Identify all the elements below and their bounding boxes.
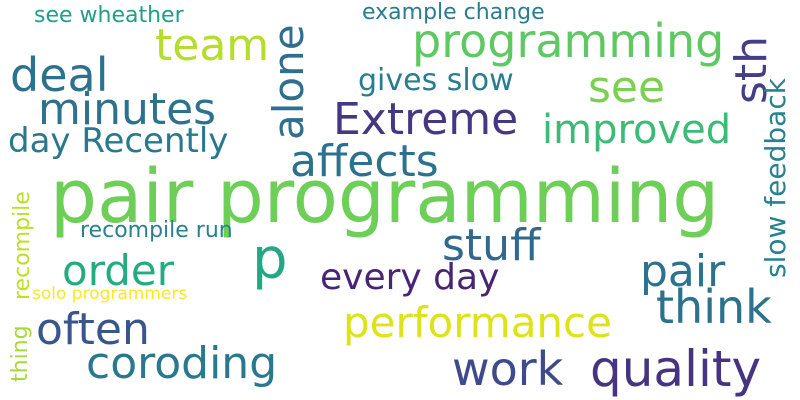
word-alone: alone <box>264 24 313 140</box>
word-programming: programming <box>412 14 725 68</box>
word-quality: quality <box>590 340 762 398</box>
word-minutes: minutes <box>38 84 217 135</box>
word-stuff: stuff <box>442 220 541 271</box>
word-example-change: example change <box>362 0 545 25</box>
word-extreme: Extreme <box>333 94 519 145</box>
word-see: see <box>588 62 666 113</box>
word-slow-feedback: slow feedback <box>759 78 792 278</box>
word-see-wheather: see wheather <box>34 3 184 28</box>
word-coroding: coroding <box>86 338 278 389</box>
word-work: work <box>452 342 564 396</box>
word-team: team <box>155 20 270 71</box>
word-think: think <box>656 280 772 334</box>
word-often: often <box>36 304 150 355</box>
word-thing: thing <box>8 325 33 382</box>
word-every-day: every day <box>320 257 500 298</box>
word-recompile: recompile <box>10 191 35 300</box>
word-p: p <box>252 227 288 292</box>
word-affects: affects <box>290 136 439 187</box>
word-recompile-run: recompile run <box>80 218 233 243</box>
word-solo-programmers: solo programmers <box>32 284 188 304</box>
word-day-recently: day Recently <box>8 121 229 161</box>
word-gives-slow: gives slow <box>358 63 514 98</box>
word-order: order <box>62 246 174 295</box>
word-pair: pair <box>640 246 726 297</box>
word-pair-programming: pair programming <box>50 154 720 240</box>
word-improved: improved <box>542 107 732 153</box>
word-deal: deal <box>10 48 109 102</box>
word-performance: performance <box>343 298 612 347</box>
